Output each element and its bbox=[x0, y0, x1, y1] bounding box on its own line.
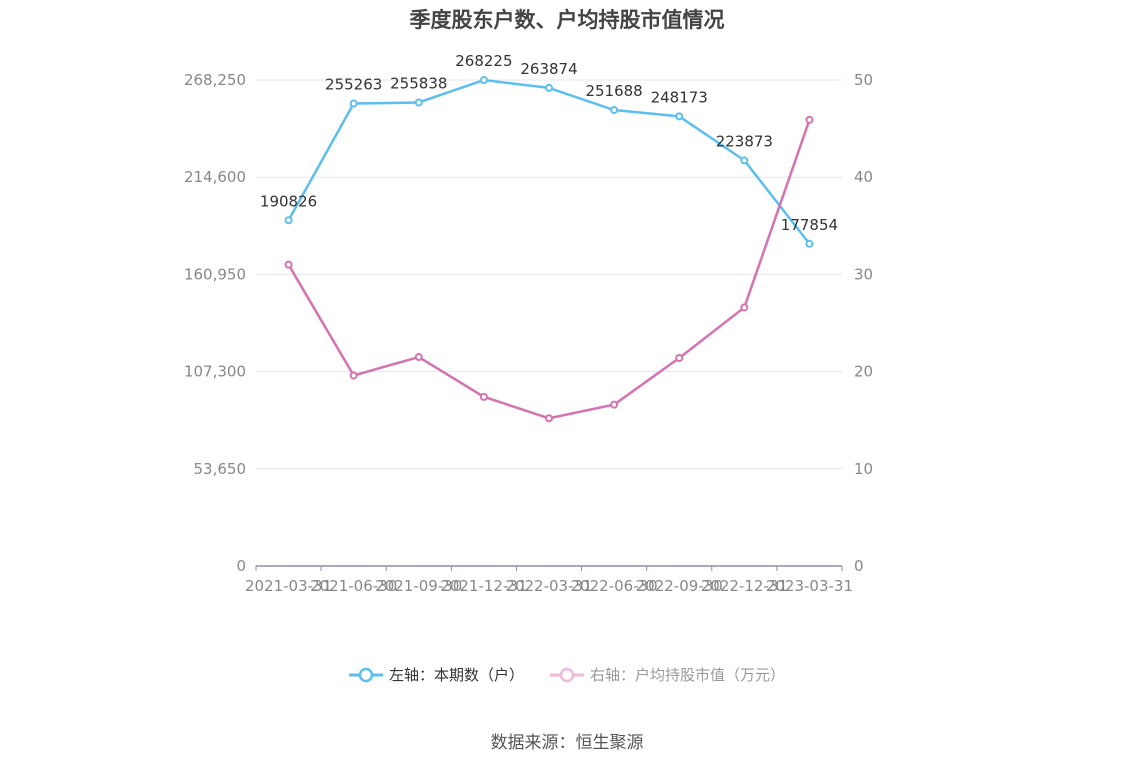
data-point-1 bbox=[545, 414, 553, 423]
data-point-1 bbox=[610, 400, 619, 409]
x-tick-label: 2023-03-31 bbox=[766, 577, 853, 595]
x-tick-label: 2021-03-31 bbox=[245, 577, 332, 595]
source-note: 数据来源：恒生聚源 bbox=[490, 733, 644, 753]
y-left-tick-label: 53,650 bbox=[194, 460, 247, 478]
data-point-0 bbox=[610, 106, 619, 115]
x-tick-label: 2021-09-30 bbox=[375, 577, 462, 595]
data-point-0 bbox=[675, 112, 684, 121]
legend-circle-icon bbox=[550, 667, 584, 682]
x-tick-label: 2022-03-31 bbox=[505, 577, 592, 595]
data-point-0 bbox=[349, 99, 358, 108]
data-label: 190826 bbox=[260, 192, 317, 210]
series bbox=[284, 76, 814, 423]
data-point-1 bbox=[805, 115, 814, 124]
data-point-0 bbox=[479, 76, 488, 85]
y-left-tick-label: 268,250 bbox=[184, 71, 246, 89]
data-point-1 bbox=[349, 371, 358, 380]
y-left-tick-label: 160,950 bbox=[184, 265, 246, 283]
legend-item-avg-value[interactable]: 右轴：户均持股市值（万元） bbox=[550, 664, 785, 685]
y-left-tick-label: 214,600 bbox=[184, 168, 246, 186]
data-point-1 bbox=[479, 392, 488, 401]
x-tick-label: 2022-09-30 bbox=[636, 577, 723, 595]
data-label: 223873 bbox=[716, 132, 773, 150]
legend: 左轴：本期数（户） 右轴：户均持股市值（万元） bbox=[0, 664, 1134, 685]
y-right-tick-label: 20 bbox=[854, 363, 873, 381]
y-left-tick-label: 107,300 bbox=[184, 363, 246, 381]
data-label: 251688 bbox=[585, 82, 642, 100]
x-tick-label: 2022-12-31 bbox=[701, 577, 788, 595]
legend-circle-icon bbox=[348, 667, 383, 682]
data-label: 268225 bbox=[455, 52, 512, 70]
data-point-0 bbox=[805, 239, 814, 248]
legend-item-households[interactable]: 左轴：本期数（户） bbox=[348, 664, 524, 685]
data-label: 248173 bbox=[651, 88, 708, 106]
data-point-0 bbox=[545, 83, 553, 92]
data-point-1 bbox=[284, 260, 293, 269]
data-point-0 bbox=[414, 98, 423, 107]
y-right-tick-label: 40 bbox=[854, 168, 873, 186]
series-line-0 bbox=[287, 78, 811, 245]
data-point-1 bbox=[740, 303, 749, 312]
chart-title: 季度股东户数、户均持股市值情况 bbox=[409, 8, 725, 32]
x-tick-label: 2022-06-30 bbox=[571, 577, 658, 595]
y-right-tick-label: 30 bbox=[854, 265, 873, 283]
series-line-1 bbox=[287, 119, 811, 420]
data-point-0 bbox=[284, 216, 293, 225]
data-point-1 bbox=[414, 353, 423, 362]
data-label: 255263 bbox=[325, 76, 382, 94]
legend-label-avg-value: 右轴：户均持股市值（万元） bbox=[590, 666, 786, 684]
data-label: 255838 bbox=[390, 74, 447, 92]
y-left-tick-label: 0 bbox=[236, 557, 246, 575]
legend-label-households: 左轴：本期数（户） bbox=[388, 666, 524, 684]
y-right-tick-label: 10 bbox=[854, 460, 873, 478]
y-right-tick-label: 0 bbox=[854, 557, 864, 575]
data-label: 177854 bbox=[781, 216, 838, 234]
y-right-tick-label: 50 bbox=[854, 71, 873, 89]
x-tick-label: 2021-06-30 bbox=[310, 577, 397, 595]
data-labels: 190826 255263 255838 268225 263874 251688 2481… bbox=[260, 52, 838, 234]
data-point-0 bbox=[740, 156, 749, 165]
data-point-1 bbox=[675, 353, 684, 362]
data-label: 263874 bbox=[520, 60, 577, 78]
axes: 0 0 53,650 10 107,300 20 160,950 30 214,600 40 268… bbox=[184, 71, 873, 595]
x-tick-label: 2021-12-31 bbox=[440, 577, 527, 595]
